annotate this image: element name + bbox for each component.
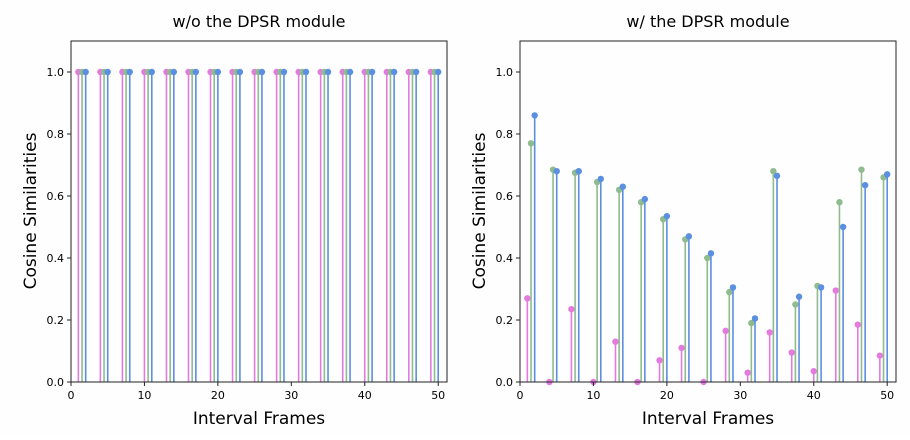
y-tick-label: 1.0 [47, 66, 65, 79]
stem-marker-pink [788, 349, 795, 356]
stem-marker-blue [839, 223, 847, 231]
y-axis-label: Cosine Similarities [21, 132, 41, 289]
stem-marker-blue [148, 68, 155, 76]
x-axis-label: Interval Frames [642, 409, 774, 429]
stem-marker-green [792, 301, 799, 308]
stem-marker-blue [619, 183, 627, 190]
stem-marker-pink [722, 327, 729, 335]
stem-marker-green [704, 254, 711, 262]
stem-marker-blue [883, 171, 891, 178]
y-tick-label: 0.8 [496, 128, 514, 141]
stem-marker-pink [656, 357, 663, 364]
x-tick-label: 0 [68, 389, 75, 402]
stem-marker-blue [324, 68, 332, 76]
stem-marker-blue [434, 68, 442, 76]
stem-marker-blue [861, 181, 869, 189]
stem-marker-pink [612, 338, 619, 345]
stem-marker-blue [685, 233, 693, 240]
stem-marker-blue [126, 68, 133, 76]
stem-marker-blue [302, 68, 310, 76]
stem-marker-green [836, 199, 843, 206]
y-tick-label: 0.2 [47, 314, 65, 327]
x-tick-label: 30 [733, 389, 747, 402]
stem-marker-blue [170, 68, 178, 76]
stem-marker-blue [258, 68, 266, 76]
stem-marker-blue [575, 168, 582, 175]
stem-marker-blue [707, 250, 715, 257]
y-tick-label: 0.4 [47, 252, 65, 265]
stem-marker-green [726, 288, 733, 296]
x-tick-label: 10 [137, 389, 151, 402]
stem-marker-blue [192, 68, 200, 76]
left-plot-wo-dpsr: w/o the DPSR module Interval Frames Cosi… [21, 12, 448, 429]
stem-marker-pink [876, 352, 884, 359]
stem-marker-blue [553, 168, 560, 175]
x-tick-label: 10 [586, 389, 600, 402]
stem-marker-blue [751, 315, 759, 322]
stem-marker-green [527, 140, 535, 147]
stem-marker-blue [729, 284, 737, 291]
stem-marker-blue [531, 112, 538, 119]
stem-marker-pink [568, 305, 575, 313]
x-tick-label: 30 [284, 389, 298, 402]
right-plot-w-dpsr: w/ the DPSR module Interval Frames Cosin… [470, 12, 897, 429]
stem-marker-pink [810, 367, 817, 375]
y-tick-label: 1.0 [496, 66, 514, 79]
y-tick-label: 0.8 [47, 128, 65, 141]
stem-marker-pink [766, 329, 773, 336]
y-tick-label: 0.6 [47, 190, 65, 203]
stem-marker-green [858, 166, 865, 173]
stem-marker-blue [82, 68, 89, 76]
axes-frame [70, 40, 448, 383]
stem-marker-blue [104, 68, 111, 76]
stem-marker-green [770, 168, 777, 175]
stem-marker-blue [597, 175, 604, 183]
y-tick-label: 0.2 [496, 314, 514, 327]
stem-marker-pink [854, 321, 862, 328]
stem-marker-blue [346, 68, 354, 76]
x-tick-label: 50 [880, 389, 894, 402]
y-tick-label: 0.0 [47, 376, 65, 389]
stem-marker-blue [641, 195, 649, 203]
stem-marker-blue [795, 293, 803, 300]
y-tick-label: 0.0 [496, 376, 514, 389]
stem-marker-blue [390, 68, 398, 76]
stem-marker-blue [817, 284, 825, 291]
x-axis-label: Interval Frames [193, 409, 325, 429]
stem-marker-blue [368, 68, 376, 76]
stem-marker-pink [832, 287, 839, 294]
plot-title: w/o the DPSR module [173, 12, 346, 31]
y-tick-label: 0.4 [496, 252, 514, 265]
y-tick-label: 0.6 [496, 190, 514, 203]
x-tick-label: 40 [807, 389, 821, 402]
x-tick-label: 20 [211, 389, 225, 402]
x-tick-label: 0 [517, 389, 524, 402]
x-tick-label: 50 [431, 389, 445, 402]
stem-marker-pink [678, 344, 685, 352]
y-axis-label: Cosine Similarities [470, 132, 490, 289]
axes-frame [519, 40, 897, 383]
plot-title: w/ the DPSR module [626, 12, 789, 31]
stem-marker-blue [280, 68, 288, 76]
stem-marker-blue [236, 68, 244, 76]
stem-marker-blue [773, 172, 781, 180]
x-tick-label: 40 [358, 389, 372, 402]
stem-marker-blue [412, 68, 420, 76]
stem-marker-pink [744, 369, 751, 376]
stem-marker-pink [524, 295, 531, 302]
x-tick-label: 20 [660, 389, 674, 402]
stem-marker-blue [214, 68, 222, 76]
stem-marker-blue [663, 212, 671, 220]
stem-marker-green [748, 319, 755, 327]
